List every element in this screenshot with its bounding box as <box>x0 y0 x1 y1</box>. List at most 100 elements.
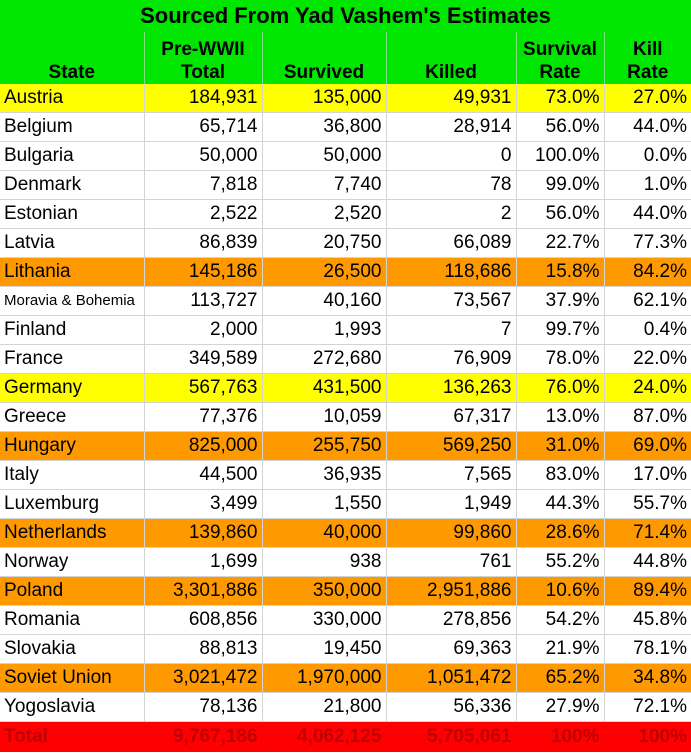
cell-state[interactable]: France <box>0 344 145 374</box>
cell-state[interactable]: Norway <box>0 547 145 577</box>
cell-pre-wwii-total[interactable]: 2,522 <box>144 199 263 229</box>
cell-kill-rate[interactable]: 55.7% <box>604 489 691 519</box>
cell-state[interactable]: Slovakia <box>0 634 145 664</box>
cell-survival-rate[interactable]: 100.0% <box>516 141 605 171</box>
cell-survived[interactable]: 350,000 <box>262 576 387 606</box>
cell-pre-wwii-total[interactable]: 3,021,472 <box>144 663 263 693</box>
cell-kill-rate[interactable]: 62.1% <box>604 286 691 316</box>
cell-survival-rate[interactable]: 10.6% <box>516 576 605 606</box>
cell-killed[interactable]: 76,909 <box>386 344 517 374</box>
col-header-pre-wwii-total[interactable]: Pre-WWII Total <box>144 32 263 84</box>
col-header-survived[interactable]: Survived <box>262 32 387 84</box>
cell-survival-rate[interactable]: 100% <box>516 721 605 752</box>
cell-survived[interactable]: 330,000 <box>262 605 387 635</box>
cell-kill-rate[interactable]: 89.4% <box>604 576 691 606</box>
cell-pre-wwii-total[interactable]: 7,818 <box>144 170 263 200</box>
cell-survived[interactable]: 40,000 <box>262 518 387 548</box>
cell-killed[interactable]: 5,705,061 <box>386 721 517 752</box>
cell-killed[interactable]: 78 <box>386 170 517 200</box>
cell-state[interactable]: Lithania <box>0 257 145 287</box>
cell-killed[interactable]: 0 <box>386 141 517 171</box>
cell-killed[interactable]: 761 <box>386 547 517 577</box>
cell-pre-wwii-total[interactable]: 145,186 <box>144 257 263 287</box>
cell-pre-wwii-total[interactable]: 3,499 <box>144 489 263 519</box>
cell-survival-rate[interactable]: 65.2% <box>516 663 605 693</box>
cell-killed[interactable]: 2,951,886 <box>386 576 517 606</box>
cell-pre-wwii-total[interactable]: 1,699 <box>144 547 263 577</box>
cell-state[interactable]: Italy <box>0 460 145 490</box>
cell-survived[interactable]: 2,520 <box>262 199 387 229</box>
cell-killed[interactable]: 67,317 <box>386 402 517 432</box>
cell-survived[interactable]: 1,970,000 <box>262 663 387 693</box>
cell-killed[interactable]: 569,250 <box>386 431 517 461</box>
cell-pre-wwii-total[interactable]: 184,931 <box>144 84 263 113</box>
cell-pre-wwii-total[interactable]: 2,000 <box>144 315 263 345</box>
cell-survived[interactable]: 272,680 <box>262 344 387 374</box>
cell-state[interactable]: Denmark <box>0 170 145 200</box>
cell-survival-rate[interactable]: 56.0% <box>516 199 605 229</box>
cell-state[interactable]: Germany <box>0 373 145 403</box>
cell-survived[interactable]: 431,500 <box>262 373 387 403</box>
cell-pre-wwii-total[interactable]: 9,767,186 <box>144 721 263 752</box>
cell-state[interactable]: Total <box>0 721 145 752</box>
cell-pre-wwii-total[interactable]: 65,714 <box>144 112 263 142</box>
cell-killed[interactable]: 136,263 <box>386 373 517 403</box>
cell-killed[interactable]: 69,363 <box>386 634 517 664</box>
cell-killed[interactable]: 2 <box>386 199 517 229</box>
col-header-state[interactable]: State <box>0 32 145 84</box>
cell-survival-rate[interactable]: 21.9% <box>516 634 605 664</box>
cell-kill-rate[interactable]: 44.0% <box>604 112 691 142</box>
cell-pre-wwii-total[interactable]: 608,856 <box>144 605 263 635</box>
cell-kill-rate[interactable]: 22.0% <box>604 344 691 374</box>
cell-pre-wwii-total[interactable]: 88,813 <box>144 634 263 664</box>
cell-survived[interactable]: 1,993 <box>262 315 387 345</box>
cell-pre-wwii-total[interactable]: 50,000 <box>144 141 263 171</box>
cell-pre-wwii-total[interactable]: 78,136 <box>144 692 263 722</box>
cell-survival-rate[interactable]: 27.9% <box>516 692 605 722</box>
cell-survival-rate[interactable]: 76.0% <box>516 373 605 403</box>
cell-kill-rate[interactable]: 27.0% <box>604 84 691 113</box>
cell-kill-rate[interactable]: 78.1% <box>604 634 691 664</box>
cell-survived[interactable]: 19,450 <box>262 634 387 664</box>
cell-pre-wwii-total[interactable]: 3,301,886 <box>144 576 263 606</box>
cell-killed[interactable]: 7 <box>386 315 517 345</box>
cell-pre-wwii-total[interactable]: 567,763 <box>144 373 263 403</box>
cell-killed[interactable]: 278,856 <box>386 605 517 635</box>
cell-survived[interactable]: 21,800 <box>262 692 387 722</box>
cell-survival-rate[interactable]: 78.0% <box>516 344 605 374</box>
cell-kill-rate[interactable]: 71.4% <box>604 518 691 548</box>
cell-state[interactable]: Luxemburg <box>0 489 145 519</box>
cell-state[interactable]: Greece <box>0 402 145 432</box>
cell-state[interactable]: Austria <box>0 84 145 113</box>
cell-state[interactable]: Belgium <box>0 112 145 142</box>
cell-kill-rate[interactable]: 77.3% <box>604 228 691 258</box>
cell-survived[interactable]: 26,500 <box>262 257 387 287</box>
cell-killed[interactable]: 1,051,472 <box>386 663 517 693</box>
cell-kill-rate[interactable]: 34.8% <box>604 663 691 693</box>
cell-survived[interactable]: 255,750 <box>262 431 387 461</box>
cell-survived[interactable]: 4,062,125 <box>262 721 387 752</box>
col-header-survival-rate[interactable]: Survival Rate <box>516 32 605 84</box>
cell-state[interactable]: Hungary <box>0 431 145 461</box>
cell-survived[interactable]: 135,000 <box>262 84 387 113</box>
cell-survival-rate[interactable]: 55.2% <box>516 547 605 577</box>
cell-kill-rate[interactable]: 100% <box>604 721 691 752</box>
cell-state[interactable]: Latvia <box>0 228 145 258</box>
cell-survived[interactable]: 10,059 <box>262 402 387 432</box>
cell-state[interactable]: Moravia & Bohemia <box>0 286 145 316</box>
cell-pre-wwii-total[interactable]: 825,000 <box>144 431 263 461</box>
cell-kill-rate[interactable]: 24.0% <box>604 373 691 403</box>
cell-survival-rate[interactable]: 13.0% <box>516 402 605 432</box>
cell-survived[interactable]: 7,740 <box>262 170 387 200</box>
cell-pre-wwii-total[interactable]: 349,589 <box>144 344 263 374</box>
cell-pre-wwii-total[interactable]: 77,376 <box>144 402 263 432</box>
cell-killed[interactable]: 118,686 <box>386 257 517 287</box>
cell-survived[interactable]: 20,750 <box>262 228 387 258</box>
col-header-killed[interactable]: Killed <box>386 32 517 84</box>
cell-survival-rate[interactable]: 73.0% <box>516 84 605 113</box>
cell-pre-wwii-total[interactable]: 86,839 <box>144 228 263 258</box>
cell-survival-rate[interactable]: 56.0% <box>516 112 605 142</box>
cell-survival-rate[interactable]: 83.0% <box>516 460 605 490</box>
cell-survival-rate[interactable]: 99.0% <box>516 170 605 200</box>
cell-state[interactable]: Soviet Union <box>0 663 145 693</box>
